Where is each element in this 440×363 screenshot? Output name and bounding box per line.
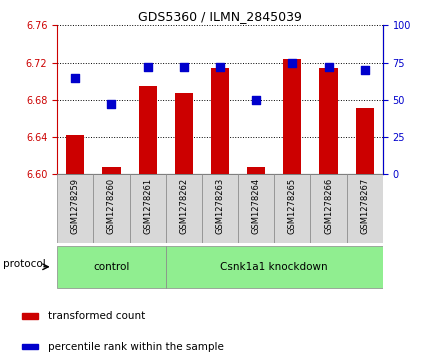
Bar [175,93,193,174]
Text: GSM1278263: GSM1278263 [216,178,224,234]
Bar [103,167,121,174]
Point [180,64,187,70]
Bar [22,313,38,319]
Bar [66,135,84,174]
Point [325,64,332,70]
Text: GSM1278259: GSM1278259 [71,178,80,234]
Bar [129,174,166,243]
Title: GDS5360 / ILMN_2845039: GDS5360 / ILMN_2845039 [138,10,302,23]
Text: GSM1278264: GSM1278264 [252,178,260,234]
Text: GSM1278267: GSM1278267 [360,178,369,234]
Text: GSM1278266: GSM1278266 [324,178,333,234]
Bar [22,344,38,349]
Bar [238,174,274,243]
Bar [93,174,129,243]
Bar [311,174,347,243]
Text: percentile rank within the sample: percentile rank within the sample [48,342,224,352]
Text: protocol: protocol [3,260,46,269]
Text: control: control [93,262,130,272]
Bar [319,68,337,174]
Bar [356,108,374,174]
Text: GSM1278262: GSM1278262 [180,178,188,234]
Point [216,64,224,70]
Point [72,74,79,80]
Point [108,101,115,107]
Bar [57,174,93,243]
Bar [283,59,301,174]
Point [144,64,151,70]
Bar [202,174,238,243]
Bar [57,245,166,288]
Text: GSM1278265: GSM1278265 [288,178,297,234]
Bar [211,68,229,174]
Text: transformed count: transformed count [48,311,146,321]
Bar [166,245,383,288]
Bar [274,174,311,243]
Text: GSM1278260: GSM1278260 [107,178,116,234]
Text: Csnk1a1 knockdown: Csnk1a1 knockdown [220,262,328,272]
Bar [166,174,202,243]
Bar [247,167,265,174]
Point [289,60,296,65]
Point [361,67,368,73]
Bar [347,174,383,243]
Point [253,97,260,103]
Text: GSM1278261: GSM1278261 [143,178,152,234]
Bar [139,86,157,174]
